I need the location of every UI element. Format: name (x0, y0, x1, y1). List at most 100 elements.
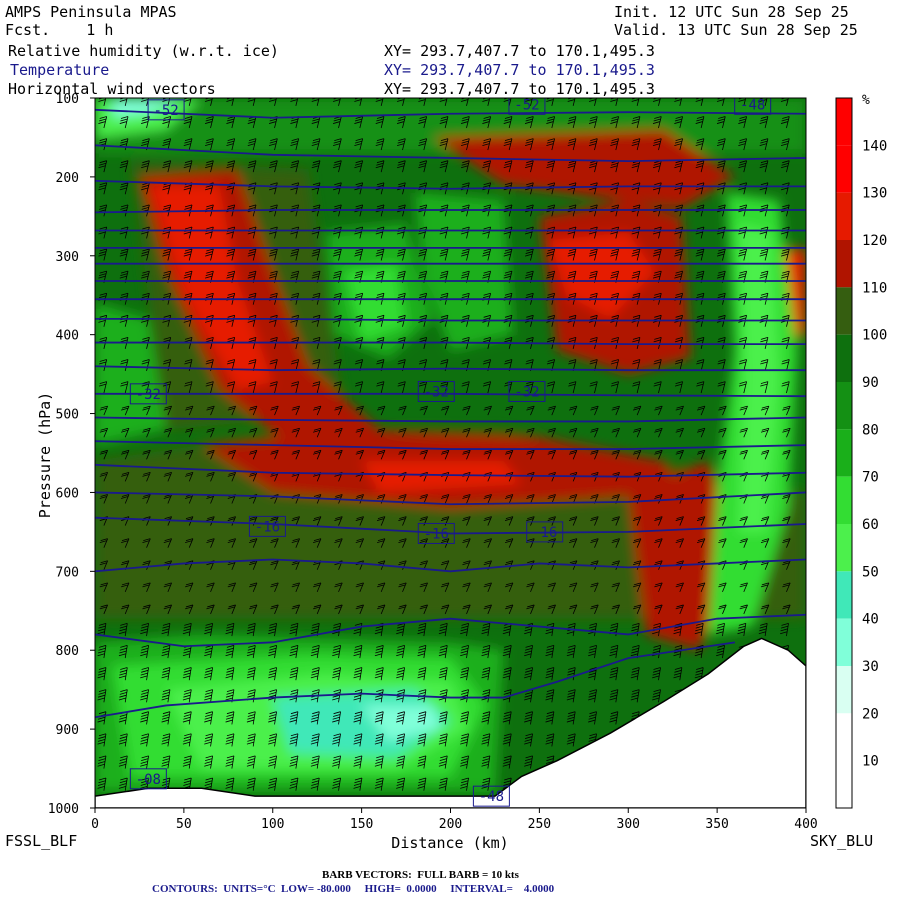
wind-barb (418, 160, 428, 173)
colorbar-tick-label: 30 (862, 659, 879, 675)
wind-barb (225, 733, 235, 747)
wind-barb (631, 226, 641, 239)
wind-barb (760, 337, 769, 349)
wind-barb (419, 427, 428, 438)
wind-barb (334, 538, 343, 548)
y-tick-label: 300 (56, 250, 79, 265)
wind-barb (313, 427, 322, 438)
wind-barb (674, 226, 683, 239)
model-title: AMPS Peninsula MPAS (5, 3, 177, 21)
wind-barb (353, 667, 363, 681)
wind-barb (396, 645, 405, 659)
wind-barb (695, 270, 705, 283)
wind-barb (460, 116, 470, 129)
wind-barb (460, 733, 469, 747)
wind-barb (161, 622, 171, 637)
wind-barb (121, 604, 130, 615)
isotherm (95, 317, 806, 322)
wind-barb (225, 667, 235, 681)
wind-barb (696, 359, 705, 372)
wind-barb (738, 381, 747, 394)
wind-barb (568, 405, 578, 416)
wind-barb (610, 337, 620, 349)
valid-time: Valid. 13 UTC Sun 28 Sep 25 (614, 21, 858, 39)
wind-barb (246, 689, 256, 703)
x-tick-label: 250 (528, 817, 551, 832)
wind-barb (270, 560, 279, 570)
wind-barb (524, 645, 533, 659)
wind-barb (439, 138, 449, 151)
colorbar-swatch (836, 429, 852, 477)
colorbar-swatch (836, 382, 852, 430)
wind-barb (205, 98, 213, 106)
wind-barb (718, 538, 727, 548)
wind-barb (782, 494, 791, 504)
wind-barb (632, 359, 641, 372)
wind-barb (483, 516, 492, 526)
wind-barb (460, 777, 469, 791)
wind-barb (355, 427, 364, 438)
wind-barb (738, 270, 747, 283)
wind-barb (312, 381, 321, 394)
wind-barb (632, 560, 642, 570)
wind-barb (291, 405, 300, 416)
wind-barb (313, 582, 322, 592)
wind-barb (482, 138, 492, 151)
wind-barb (653, 359, 662, 372)
wind-barb (696, 381, 705, 394)
wind-barb (226, 226, 236, 239)
wind-barb (547, 405, 556, 416)
wind-barb (185, 472, 194, 482)
wind-barb (524, 98, 533, 106)
colorbar-swatch (836, 98, 852, 146)
wind-barb (716, 270, 726, 283)
wind-barb (695, 182, 705, 195)
x-tick-label: 200 (439, 817, 462, 832)
wind-barb (653, 381, 662, 394)
wind-barb (355, 405, 364, 416)
wind-barb (120, 381, 129, 394)
wind-barb (354, 138, 364, 151)
wind-barb (652, 138, 662, 151)
wind-barb (376, 427, 386, 438)
wind-barb (204, 667, 214, 681)
wind-barb (374, 667, 384, 681)
wind-barb (611, 582, 620, 592)
wind-barb (268, 645, 277, 659)
wind-barb (163, 582, 173, 592)
wind-barb (695, 116, 705, 129)
wind-barb (183, 116, 193, 129)
wind-barb (718, 405, 727, 416)
wind-barb (205, 248, 214, 261)
wind-barb (99, 582, 109, 592)
field-xy-temperature: XY= 293.7,407.7 to 170.1,495.3 (384, 61, 655, 79)
wind-barb (631, 182, 641, 195)
rh-region (432, 129, 735, 209)
wind-barb (609, 622, 619, 637)
wind-barb (652, 645, 661, 659)
wind-barb (270, 604, 279, 615)
wind-barb (568, 582, 578, 592)
rh-region (738, 224, 780, 532)
wind-barb (780, 248, 790, 261)
wind-barb (526, 604, 535, 615)
wind-barb (547, 494, 556, 504)
wind-barb (460, 138, 470, 151)
wind-barb (246, 733, 256, 747)
wind-barb (182, 755, 192, 769)
wind-barb (291, 449, 300, 460)
wind-barb (759, 270, 769, 283)
wind-barb (462, 582, 471, 592)
wind-barb (142, 538, 151, 548)
wind-barb (632, 427, 642, 438)
isotherm (95, 641, 736, 719)
wind-barb (524, 622, 533, 637)
wind-barb (119, 270, 129, 283)
wind-barb (121, 538, 130, 548)
wind-barb (163, 405, 173, 416)
wind-barb (566, 689, 576, 703)
colorbar-tick-label: 40 (862, 612, 879, 628)
svg-text:-16: -16 (532, 525, 557, 541)
y-tick-label: 800 (56, 644, 79, 659)
wind-barb (460, 711, 469, 725)
